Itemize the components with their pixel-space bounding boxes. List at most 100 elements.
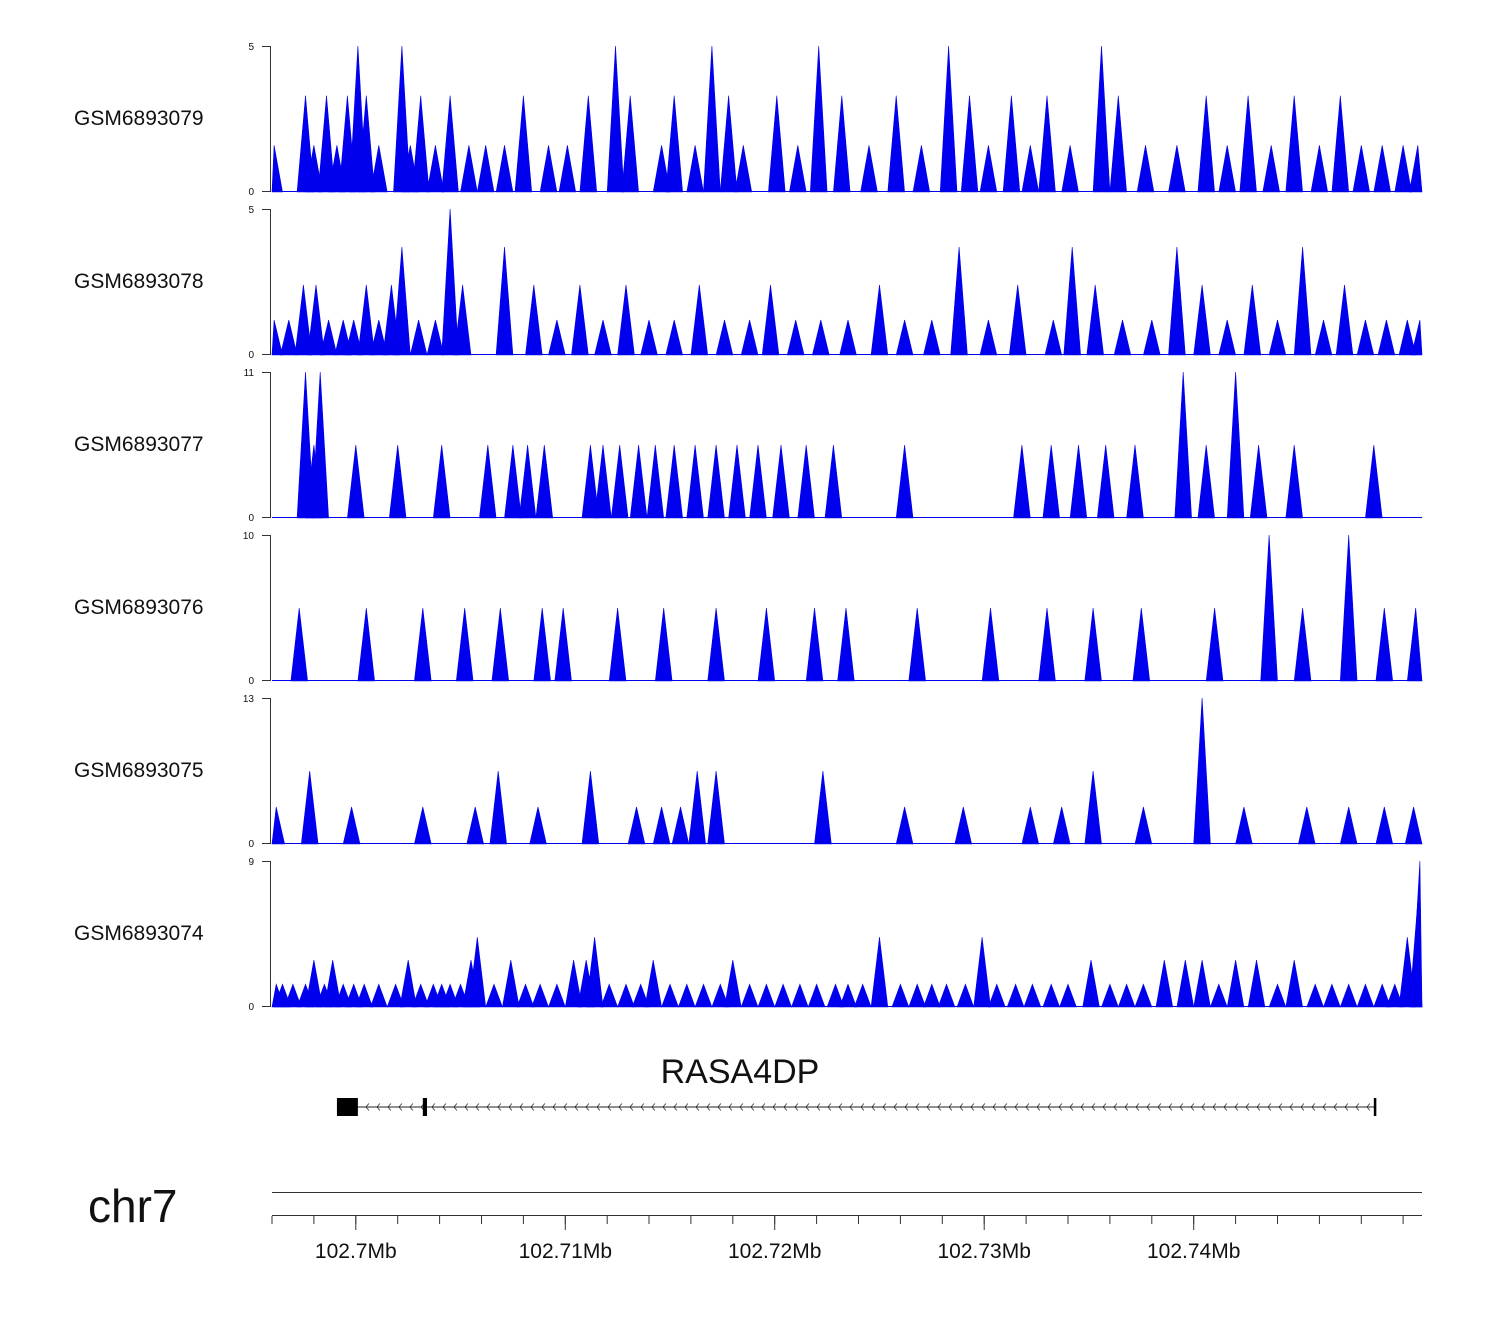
strand-arrow <box>1245 1103 1250 1111</box>
coverage-peak <box>1243 284 1262 356</box>
strand-arrow <box>1234 1103 1239 1111</box>
strand-arrow <box>937 1103 942 1111</box>
coverage-peak <box>1002 95 1021 193</box>
coverage-peak <box>1268 319 1287 356</box>
coverage-peak <box>740 983 759 1008</box>
coverage-peak <box>414 806 432 845</box>
coverage-peak <box>1193 959 1211 1008</box>
y-axis-zero-label: 0 <box>248 839 254 850</box>
coverage-peak <box>1377 319 1396 356</box>
coverage-peak <box>1197 444 1215 519</box>
coverage-peak <box>581 770 600 845</box>
strand-arrow <box>981 1103 986 1111</box>
strand-arrow <box>1080 1103 1085 1111</box>
coverage-peak <box>1038 95 1056 193</box>
strand-arrow <box>1311 1103 1316 1111</box>
strand-arrow <box>431 1103 436 1111</box>
coverage-peak <box>707 444 725 519</box>
axis-tick-label: 102.71Mb <box>519 1240 612 1263</box>
strand-arrow <box>1289 1103 1294 1111</box>
strand-arrow <box>728 1103 733 1111</box>
coverage-peak <box>812 319 830 356</box>
strand-arrow <box>585 1103 590 1111</box>
coverage-peak <box>1352 145 1370 193</box>
strand-arrow <box>893 1103 898 1111</box>
coverage-peak <box>814 770 832 845</box>
coverage-peak <box>489 770 507 845</box>
coverage-peak <box>1205 607 1224 682</box>
strand-arrow <box>706 1103 711 1111</box>
coverage-peak <box>1168 246 1186 356</box>
track-GSM6893076: GSM6893076 10 0 <box>74 531 1423 687</box>
strand-arrow <box>1278 1103 1283 1111</box>
coverage-peak <box>1306 983 1324 1008</box>
coverage-peak <box>347 444 365 519</box>
coverage-peak <box>937 983 956 1008</box>
coverage-peak <box>981 607 1000 682</box>
coverage-peak <box>393 246 411 356</box>
coverage-peak <box>495 246 514 356</box>
coverage-peak <box>1356 983 1375 1008</box>
coverage-peak <box>554 607 572 682</box>
track-GSM6893074: GSM6893074 9 0 <box>74 857 1423 1013</box>
strand-arrow <box>1344 1103 1349 1111</box>
coverage-peak <box>749 444 767 519</box>
strand-arrow <box>673 1103 678 1111</box>
strand-arrow <box>1201 1103 1206 1111</box>
coverage-peak <box>290 607 308 682</box>
coverage-peak <box>1132 607 1151 682</box>
coverage-peak <box>870 937 889 1008</box>
coverage-peak <box>979 145 998 193</box>
strand-arrow <box>1025 1103 1030 1111</box>
y-axis-zero-label: 0 <box>248 676 254 687</box>
coverage-peak <box>1084 607 1102 682</box>
gene-name-label: RASA4DP <box>661 1053 820 1091</box>
coverage-peak <box>1323 983 1341 1008</box>
strand-arrow <box>805 1103 810 1111</box>
track-GSM6893075: GSM6893075 13 0 <box>74 694 1423 850</box>
coverage-peak <box>1331 95 1350 193</box>
coverage-peak <box>860 145 878 193</box>
strand-arrow <box>926 1103 931 1111</box>
coverage-peak <box>688 770 706 845</box>
axis-tick-label: 102.7Mb <box>315 1240 397 1263</box>
coverage-peak <box>594 444 612 519</box>
coverage-peak <box>734 145 753 193</box>
coverage-peak <box>1235 806 1253 845</box>
coverage-peak <box>895 806 914 845</box>
coverage-peak <box>786 319 805 356</box>
y-axis-max-label: 11 <box>244 368 255 379</box>
strand-arrow <box>365 1103 370 1111</box>
coverage-peak <box>495 145 514 193</box>
coverage-peak <box>1021 145 1040 193</box>
coverage-peak <box>280 319 298 356</box>
coverage-peak <box>271 145 283 193</box>
strand-arrow <box>1333 1103 1338 1111</box>
coverage-peak <box>1411 319 1423 356</box>
y-axis-zero-label: 0 <box>248 513 254 524</box>
coverage-peak <box>608 607 627 682</box>
strand-arrow <box>387 1103 392 1111</box>
coverage-peak <box>1268 983 1287 1008</box>
coverage-peak <box>1134 806 1153 845</box>
strand-arrow <box>970 1103 975 1111</box>
coverage-peak <box>1409 145 1423 193</box>
y-axis-zero-label: 0 <box>248 350 254 361</box>
gene-annotation-track: RASA4DP <box>336 1053 1377 1116</box>
coverage-peak <box>1061 145 1079 193</box>
strand-arrow <box>1003 1103 1008 1111</box>
coverage-peak <box>370 983 388 1008</box>
strand-arrow <box>992 1103 997 1111</box>
strand-arrow <box>948 1103 953 1111</box>
coverage-peak <box>606 45 625 193</box>
strand-arrow <box>651 1103 656 1111</box>
y-axis-max-label: 5 <box>248 205 254 216</box>
coverage-peak <box>411 95 430 193</box>
coverage-peak <box>357 607 375 682</box>
y-axis-zero-label: 0 <box>248 187 254 198</box>
coverage-peak <box>740 319 759 356</box>
coverage-peak <box>1239 95 1257 193</box>
coverage-peak <box>1042 983 1061 1008</box>
strand-arrow <box>1036 1103 1041 1111</box>
axis-tick-label: 102.72Mb <box>728 1240 821 1263</box>
